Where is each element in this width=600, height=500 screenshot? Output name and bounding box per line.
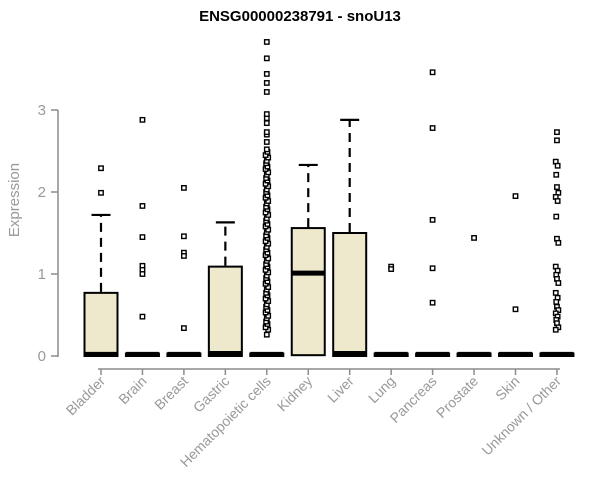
outlier-point <box>429 69 436 76</box>
outlier-point <box>555 280 562 286</box>
outlier-point <box>552 326 559 333</box>
box <box>290 227 326 357</box>
outlier-point <box>263 120 270 127</box>
x-tick-label: Brain <box>115 373 149 407</box>
outlier-point <box>263 139 270 145</box>
outlier-point <box>263 129 270 136</box>
outlier-point <box>553 298 560 305</box>
y-axis-label: Expression <box>6 163 23 237</box>
outlier-point <box>552 289 559 296</box>
y-tick-label: 0 <box>38 348 46 365</box>
outlier-point <box>512 193 519 199</box>
x-tick-label: Liver <box>324 373 357 406</box>
outlier-point <box>263 89 270 95</box>
outlier-point <box>180 184 187 191</box>
x-tick-label: Bladder <box>63 373 109 419</box>
x-tick-label: Skin <box>492 373 523 404</box>
outlier-point <box>429 216 436 223</box>
outlier-point <box>554 137 560 144</box>
outlier-point <box>554 198 561 204</box>
outlier-point <box>512 306 519 313</box>
box <box>332 232 368 357</box>
y-tick-label: 2 <box>38 184 46 201</box>
y-tick-label: 1 <box>38 266 46 283</box>
outlier-point <box>555 239 562 246</box>
outlier-point <box>554 162 561 169</box>
box <box>83 291 119 357</box>
outlier-point <box>263 55 270 62</box>
outlier-point <box>139 271 146 277</box>
outlier-point <box>139 116 146 123</box>
outlier-point <box>180 233 187 240</box>
x-tick-label: Breast <box>151 373 191 413</box>
outlier-point <box>429 265 436 272</box>
outlier-point <box>180 253 187 259</box>
outlier-point <box>263 39 270 45</box>
outlier-point <box>388 266 395 272</box>
outlier-point <box>98 165 104 172</box>
outlier-point <box>263 71 270 77</box>
outlier-point <box>553 171 560 178</box>
outlier-point <box>554 184 560 190</box>
outlier-point <box>429 299 436 306</box>
box <box>207 265 243 357</box>
outlier-point <box>139 313 146 320</box>
outlier-point <box>263 111 270 118</box>
outlier-point <box>553 213 560 220</box>
x-tick-label: Prostate <box>433 373 481 421</box>
outlier-point <box>98 189 104 196</box>
x-tick-label: Kidney <box>274 373 316 415</box>
outlier-point <box>471 235 477 241</box>
outlier-point <box>139 234 146 240</box>
outlier-point <box>554 129 560 136</box>
outlier-point <box>263 80 270 86</box>
outlier-point <box>180 325 187 332</box>
chart-title: ENSG00000238791 - snoU13 <box>199 8 401 25</box>
x-tick-label: Lung <box>365 373 398 406</box>
outlier-point <box>263 146 270 153</box>
x-tick-label: Unknown / Other <box>478 373 564 459</box>
outlier-point <box>139 203 146 209</box>
outlier-point <box>429 125 436 131</box>
outlier-point <box>263 331 270 338</box>
y-tick-label: 3 <box>38 102 46 119</box>
